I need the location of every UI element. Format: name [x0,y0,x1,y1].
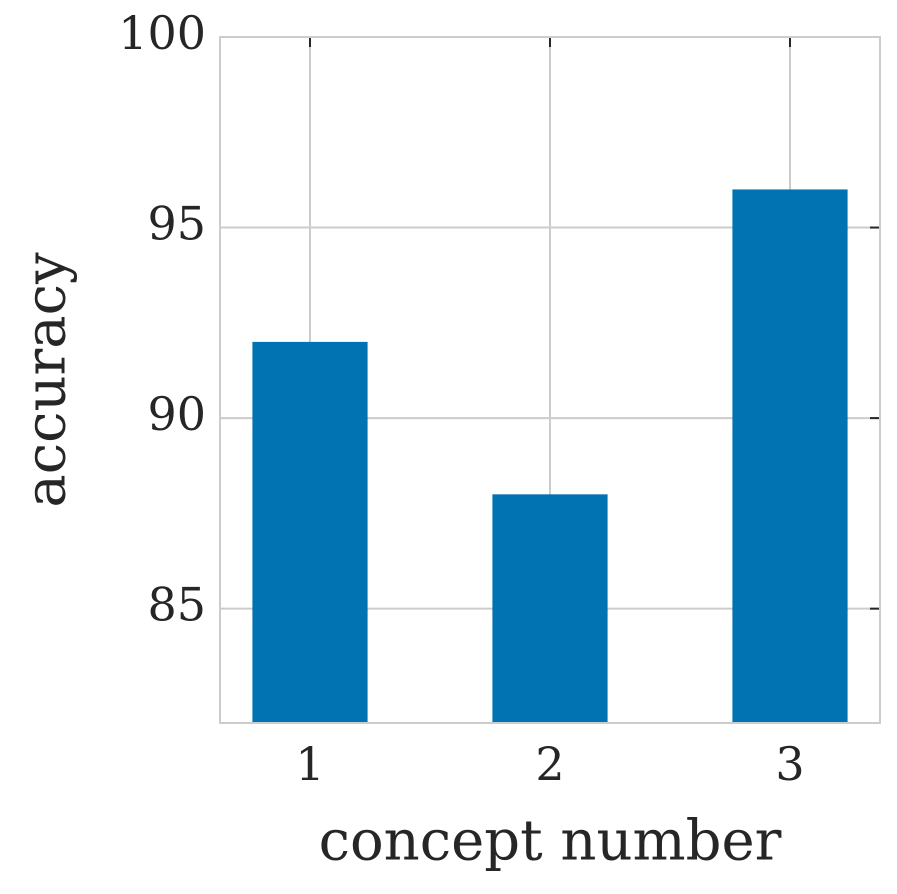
y-axis-label: accuracy [14,252,79,508]
bar [252,341,368,723]
x-tick-label: 2 [535,737,564,791]
y-tick-label: 100 [118,6,206,60]
y-tick-label: 85 [147,578,206,632]
bar [732,189,848,723]
x-tick-label: 3 [775,737,804,791]
y-tick-label: 90 [147,387,206,441]
x-tick-label: 1 [295,737,324,791]
bar [492,494,608,723]
y-tick-label: 95 [147,197,206,251]
x-axis-label: concept number [319,809,782,874]
plot-frame [219,36,881,724]
